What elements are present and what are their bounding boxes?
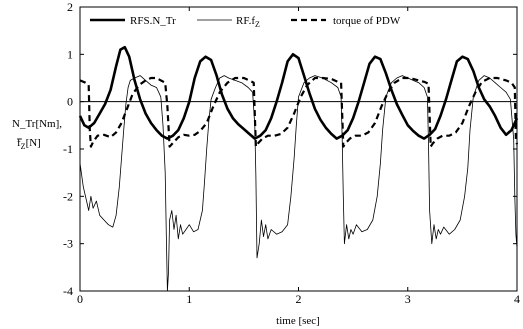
x-tick-label: 3 [405, 292, 411, 306]
y-tick-label: 0 [67, 95, 73, 109]
plot-frame [79, 6, 518, 292]
y-tick-label: -1 [63, 142, 73, 156]
series-line-0 [78, 45, 519, 140]
series-line-1 [79, 75, 518, 292]
y-tick-label: -3 [63, 237, 73, 251]
y-axis-label-line-2: fZ[N] [17, 137, 41, 151]
x-tick-label: 1 [186, 292, 192, 306]
series-line-2 [79, 76, 519, 148]
y-tick-label: -2 [63, 189, 73, 203]
y-axis-label-subscript: Z [21, 142, 26, 151]
y-axis-label-unit: [N] [26, 137, 41, 149]
legend-label-rfs-ntr: RFS.N_Tr [130, 15, 176, 27]
svg-text:fZ[N]: fZ[N] [17, 137, 41, 151]
legend: RFS.N_Tr RF.fZ torque of PDW [90, 15, 401, 29]
x-tick-label: 2 [296, 292, 302, 306]
axis-ticks [79, 6, 518, 292]
plot-series-group [78, 45, 519, 292]
x-tick-label: 0 [77, 292, 83, 306]
legend-label-rf-fz: RF.fZ [236, 15, 260, 29]
y-tick-label: -4 [63, 284, 73, 298]
y-axis-label-line-1: N_Tr[Nm], [12, 118, 62, 130]
x-axis-label: time [sec] [276, 315, 320, 327]
y-tick-label: 1 [67, 47, 73, 61]
tick-labels: 0 1 2 3 4 -4 -3 -2 -1 0 1 2 [63, 0, 520, 306]
y-tick-label: 2 [67, 0, 73, 14]
legend-label-torque-pdw: torque of PDW [333, 15, 401, 27]
x-tick-label: 4 [514, 292, 520, 306]
